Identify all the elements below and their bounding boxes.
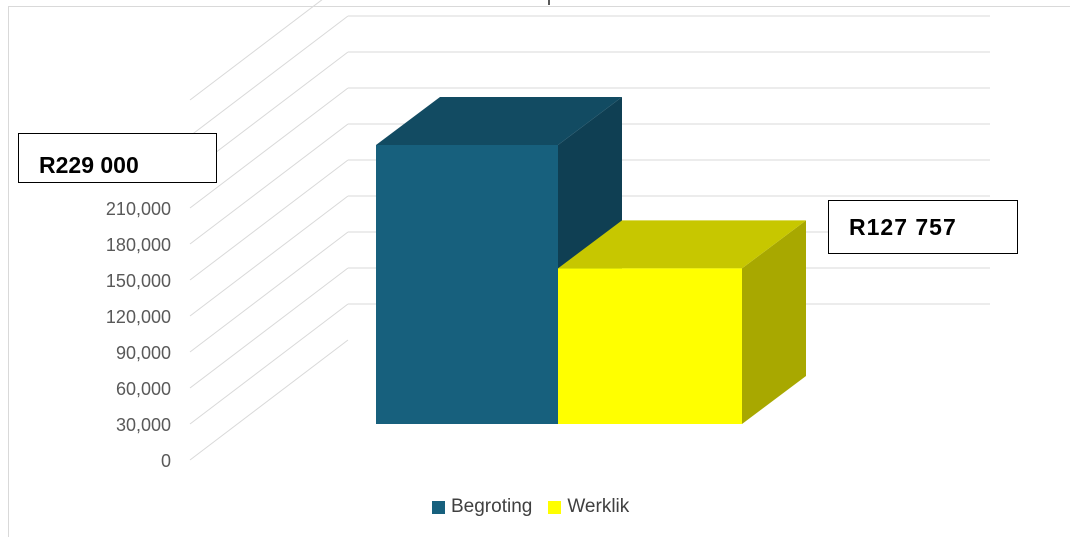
- bar-front: [376, 145, 558, 424]
- y-tick-label: 180,000: [106, 235, 171, 255]
- legend-item-actual: Werklik: [548, 496, 629, 518]
- budget-callout: R229 000: [18, 133, 217, 183]
- y-tick-label: 210,000: [106, 199, 171, 219]
- side-gridline: [189, 15, 349, 137]
- side-gridline: [189, 231, 349, 353]
- y-tick-label: 0: [161, 451, 171, 471]
- side-gridline: [189, 123, 349, 245]
- legend: Begroting Werklik: [432, 496, 629, 518]
- side-gridline: [189, 303, 349, 425]
- legend-label-budget: Begroting: [451, 496, 533, 517]
- bar-side: [742, 220, 806, 424]
- title-fragment: [548, 0, 550, 5]
- side-gridline: [189, 267, 349, 389]
- legend-swatch-actual: [548, 500, 562, 514]
- y-tick-label: 30,000: [116, 415, 171, 435]
- side-gridline: [189, 339, 349, 461]
- legend-label-actual: Werklik: [567, 496, 630, 517]
- side-gridline: [189, 0, 323, 101]
- bar-top: [376, 97, 622, 145]
- legend-swatch-budget: [432, 500, 445, 514]
- bar-front: [558, 268, 742, 424]
- side-gridline: [189, 159, 349, 281]
- bar-top: [558, 220, 806, 269]
- side-gridline: [189, 195, 349, 317]
- y-tick-label: 60,000: [116, 379, 171, 399]
- actual-callout: R127 757: [828, 200, 1018, 254]
- legend-item-budget: Begroting: [432, 496, 532, 518]
- y-tick-label: 150,000: [106, 271, 171, 291]
- side-gridline: [189, 87, 349, 209]
- y-tick-label: 120,000: [106, 307, 171, 327]
- chart-frame: [8, 6, 1070, 537]
- y-tick-label: 90,000: [116, 343, 171, 363]
